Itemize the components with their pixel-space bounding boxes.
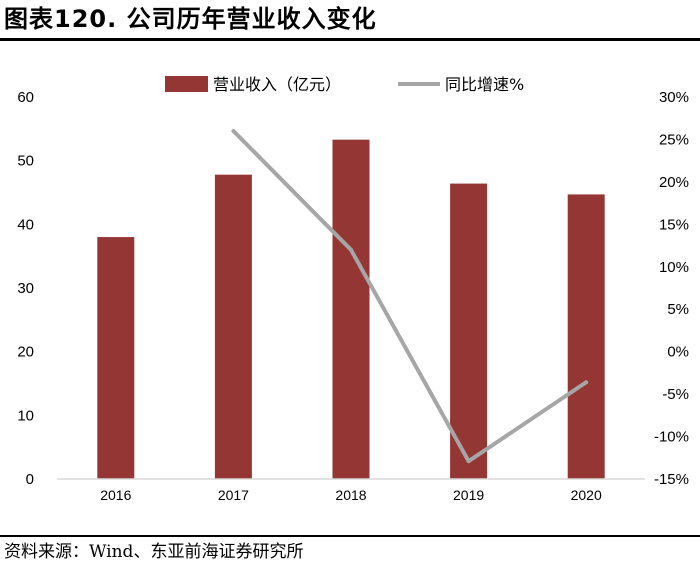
right-tick-label: 5% (667, 301, 689, 318)
right-tick-label: 0% (667, 344, 689, 361)
right-tick-label: 30% (659, 89, 689, 106)
title-rule (0, 38, 700, 41)
bar-2020 (567, 194, 605, 479)
right-tick-label: 20% (659, 174, 689, 191)
right-axis: -15% -10% -5% 0% 5% 10% 15% 20% 25% 30% (654, 89, 689, 488)
x-tick-label: 2017 (218, 487, 249, 503)
right-tick-label: 15% (659, 216, 689, 233)
line-series (231, 128, 589, 464)
x-tick-label: 2020 (571, 487, 602, 503)
growth-point-2017 (231, 128, 236, 133)
legend-bar-swatch (165, 76, 208, 92)
bar-2018 (332, 139, 370, 479)
bar-2017 (214, 174, 252, 479)
chart-canvas: 营业收入（亿元） 同比增速% 0 10 20 30 40 50 60 -15% -10% -5%… (17, 75, 689, 503)
left-axis: 0 10 20 30 40 50 60 (17, 89, 34, 488)
chart-title: 图表120. 公司历年营业收入变化 (4, 5, 377, 33)
legend-line-label: 同比增速% (445, 75, 524, 94)
right-tick-label: 25% (659, 131, 689, 148)
growth-point-2018 (349, 247, 353, 252)
x-tick-label: 2018 (335, 487, 366, 503)
right-tick-label: -5% (662, 386, 689, 403)
source-rule (0, 535, 700, 537)
left-tick-label: 60 (17, 89, 34, 106)
left-tick-label: 30 (17, 280, 34, 297)
bar-series (97, 139, 605, 479)
bar-2019 (450, 183, 488, 479)
x-axis: 2016 2017 2018 2019 2020 (100, 487, 602, 503)
source-note: 资料来源：Wind、东亚前海证券研究所 (4, 542, 304, 562)
right-tick-label: 10% (659, 259, 689, 276)
left-tick-label: 0 (26, 471, 34, 488)
x-tick-label: 2016 (100, 487, 131, 503)
x-tick-label: 2019 (453, 487, 484, 503)
left-tick-label: 50 (17, 153, 34, 170)
legend: 营业收入（亿元） 同比增速% (165, 75, 524, 94)
left-tick-label: 40 (17, 216, 34, 233)
bar-2016 (97, 237, 135, 479)
legend-bar-label: 营业收入（亿元） (213, 75, 341, 94)
left-tick-label: 20 (17, 344, 34, 361)
right-tick-label: -10% (654, 429, 689, 446)
left-tick-label: 10 (17, 407, 34, 424)
right-tick-label: -15% (654, 471, 689, 488)
growth-point-2019 (466, 459, 471, 464)
growth-line (231, 129, 588, 464)
growth-point-2020 (584, 380, 589, 385)
